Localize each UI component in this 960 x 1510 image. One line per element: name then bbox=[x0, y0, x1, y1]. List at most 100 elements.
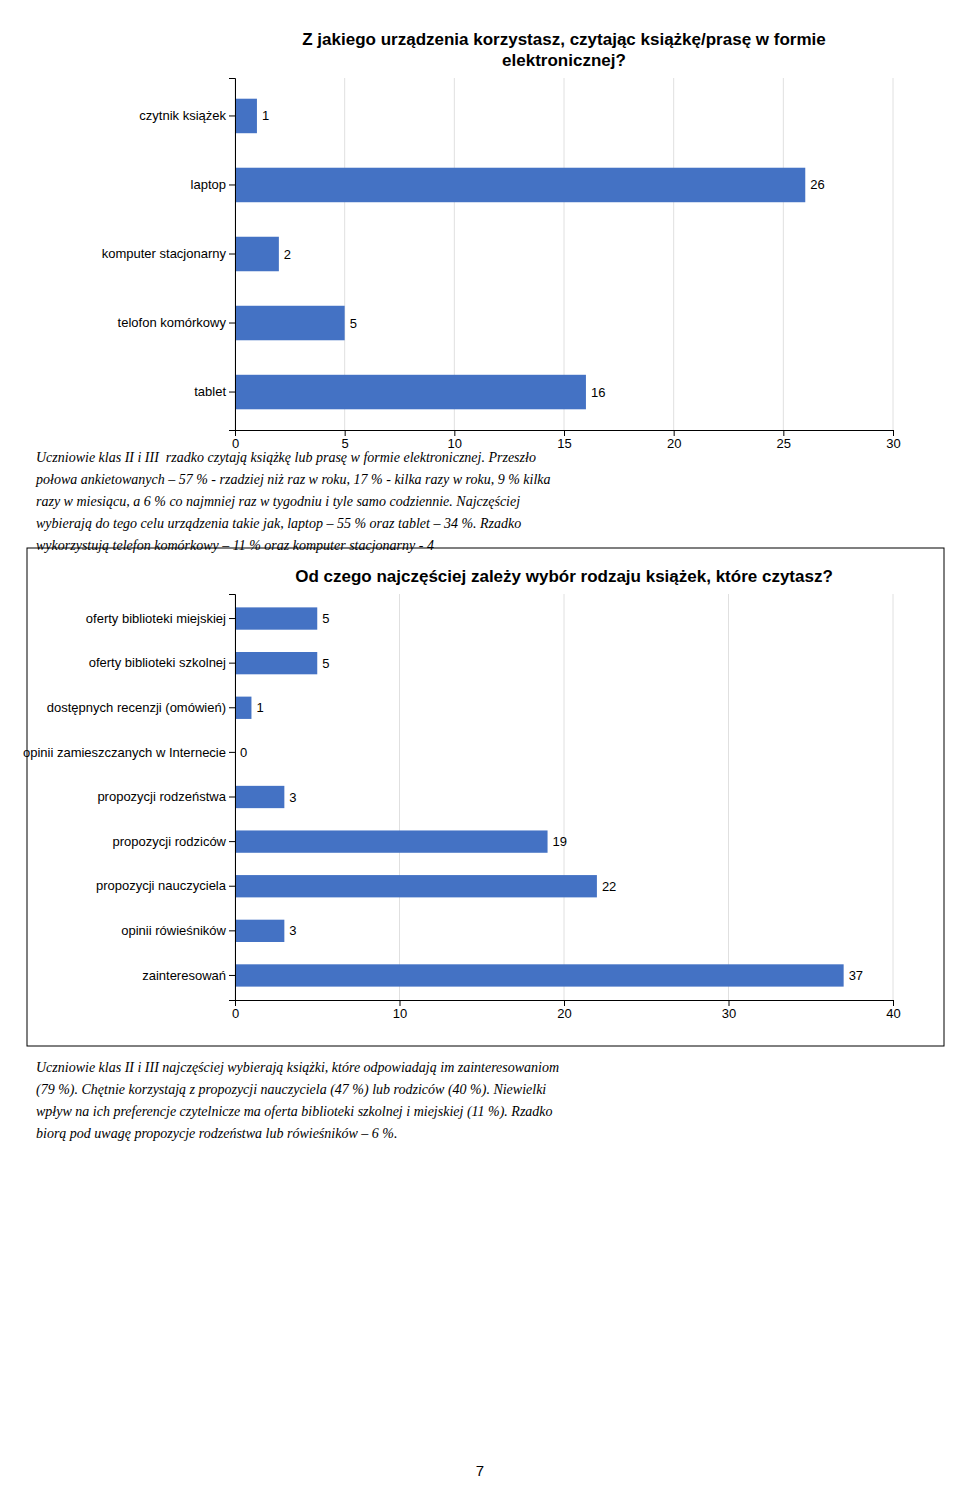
y-tick-mark bbox=[229, 797, 235, 798]
y-tick-label: dostępnych recenzji (omówień) bbox=[47, 700, 226, 715]
x-tick-label: 0 bbox=[232, 1006, 239, 1021]
grid-line bbox=[399, 594, 400, 1000]
grid-line bbox=[673, 78, 674, 430]
x-tick: 40 bbox=[886, 1000, 900, 1021]
x-tick-mark bbox=[564, 1000, 565, 1006]
annotation-line: Uczniowie klas II i III rzadko czytają k… bbox=[36, 450, 536, 465]
x-tick: 30 bbox=[886, 430, 900, 451]
x-tick: 30 bbox=[722, 1000, 736, 1021]
y-tick: zainteresowań bbox=[142, 968, 235, 983]
y-tick-label: oferty biblioteki szkolnej bbox=[89, 655, 226, 670]
x-tick-label: 40 bbox=[886, 1006, 900, 1021]
x-tick-label: 25 bbox=[777, 436, 791, 451]
x-tick-label: 5 bbox=[342, 436, 349, 451]
data-label: 5 bbox=[350, 316, 357, 331]
y-tick: propozycji rodzeństwa bbox=[97, 789, 235, 804]
grid-line bbox=[893, 594, 894, 1000]
x-tick: 0 bbox=[232, 1000, 239, 1021]
x-tick-label: 30 bbox=[722, 1006, 736, 1021]
y-tick-label: komputer stacjonarny bbox=[102, 246, 227, 261]
annotation-line: biorą pod uwagę propozycje rodzeństwa lu… bbox=[36, 1126, 397, 1141]
y-tick: komputer stacjonarny bbox=[102, 246, 235, 261]
y-tick: opinii zamieszczanych w Internecie bbox=[23, 745, 235, 760]
annotation-line: wpływ na ich preferencje czytelnicze ma … bbox=[36, 1104, 553, 1120]
y-tick-label: propozycji rodziców bbox=[113, 834, 227, 849]
x-tick-mark bbox=[345, 430, 346, 436]
x-tick: 5 bbox=[342, 430, 349, 451]
x-tick-mark bbox=[400, 1000, 401, 1006]
bar bbox=[235, 607, 317, 629]
y-axis: tablet telofon komórkowy komputer stacjona… bbox=[102, 79, 236, 431]
x-axis-line bbox=[236, 1001, 894, 1007]
data-label: 37 bbox=[849, 968, 863, 983]
y-tick-mark bbox=[229, 930, 235, 931]
bar bbox=[235, 652, 317, 674]
y-tick-mark bbox=[229, 663, 235, 664]
bar bbox=[235, 697, 251, 719]
data-labels: 373221930155 bbox=[240, 611, 863, 983]
y-tick-label: propozycji rodzeństwa bbox=[97, 789, 226, 804]
y-tick: opinii rówieśników bbox=[121, 923, 235, 938]
x-tick: 25 bbox=[777, 430, 791, 451]
data-label: 26 bbox=[810, 177, 824, 192]
y-tick: oferty biblioteki szkolnej bbox=[89, 655, 235, 670]
data-labels: 1652261 bbox=[262, 108, 825, 399]
chart-title: Z jakiego urządzenia korzystasz, czytają… bbox=[302, 30, 825, 70]
bar bbox=[235, 168, 805, 203]
y-tick-label: laptop bbox=[191, 177, 226, 192]
bar bbox=[235, 920, 284, 942]
annotation-line: razy w miesiącu, a 6 % co najmniej raz w… bbox=[36, 494, 520, 509]
x-tick: 0 bbox=[232, 430, 239, 451]
y-tick-mark bbox=[229, 392, 235, 393]
bar bbox=[235, 375, 586, 410]
y-tick-mark bbox=[229, 323, 235, 324]
y-tick-label: czytnik książek bbox=[139, 108, 226, 123]
grid bbox=[235, 78, 893, 430]
y-axis-line bbox=[229, 79, 236, 431]
y-tick-label: telofon komórkowy bbox=[118, 315, 227, 330]
x-tick-mark bbox=[564, 430, 565, 436]
data-label: 1 bbox=[256, 700, 263, 715]
data-label: 22 bbox=[602, 879, 616, 894]
data-label: 1 bbox=[262, 108, 269, 123]
x-tick-label: 15 bbox=[557, 436, 571, 451]
y-tick-mark bbox=[229, 975, 235, 976]
x-tick: 10 bbox=[448, 430, 462, 451]
data-label: 5 bbox=[322, 611, 329, 626]
y-tick-label: opinii zamieszczanych w Internecie bbox=[23, 745, 226, 760]
annotation-line: połowa ankietowanych – 57 % - rzadziej n… bbox=[35, 472, 551, 487]
x-tick-mark bbox=[783, 430, 784, 436]
data-label: 5 bbox=[322, 656, 329, 671]
x-tick-mark bbox=[893, 430, 894, 436]
data-label: 0 bbox=[240, 745, 247, 760]
y-tick: laptop bbox=[191, 177, 235, 192]
x-tick-label: 20 bbox=[667, 436, 681, 451]
page-number: 7 bbox=[476, 1462, 484, 1479]
x-tick: 20 bbox=[667, 430, 681, 451]
x-tick-label: 0 bbox=[232, 436, 239, 451]
bar bbox=[235, 964, 844, 986]
y-tick: oferty biblioteki miejskiej bbox=[86, 611, 235, 626]
y-tick-label: zainteresowań bbox=[142, 968, 226, 983]
data-label: 19 bbox=[553, 834, 567, 849]
annotation-line: wybierają do tego celu urządzenia takie … bbox=[36, 516, 521, 531]
x-axis: 0 5 10 15 20 25 30 bbox=[232, 430, 901, 451]
y-tick: tablet bbox=[194, 384, 235, 399]
data-label: 3 bbox=[289, 923, 296, 938]
annotation-line: (79 %). Chętnie korzystają z propozycji … bbox=[36, 1082, 546, 1098]
x-tick-mark bbox=[729, 1000, 730, 1006]
y-axis: zainteresowań opinii rówieśników propozycj… bbox=[23, 595, 236, 1001]
y-tick-label: oferty biblioteki miejskiej bbox=[86, 611, 226, 626]
grid-line bbox=[728, 594, 729, 1000]
y-tick-mark bbox=[229, 618, 235, 619]
x-tick: 20 bbox=[557, 1000, 571, 1021]
annotation-line: wykorzystują telefon komórkowy – 11 % or… bbox=[36, 538, 434, 553]
grid-line bbox=[893, 78, 894, 430]
data-label: 2 bbox=[284, 247, 291, 262]
y-axis-line bbox=[229, 595, 236, 1001]
x-tick-mark bbox=[454, 430, 455, 436]
bar bbox=[235, 237, 279, 272]
annotation-text: Uczniowie klas II i III najczęściej wybi… bbox=[36, 1060, 559, 1141]
bars bbox=[235, 99, 805, 410]
y-tick-label: tablet bbox=[194, 384, 226, 399]
